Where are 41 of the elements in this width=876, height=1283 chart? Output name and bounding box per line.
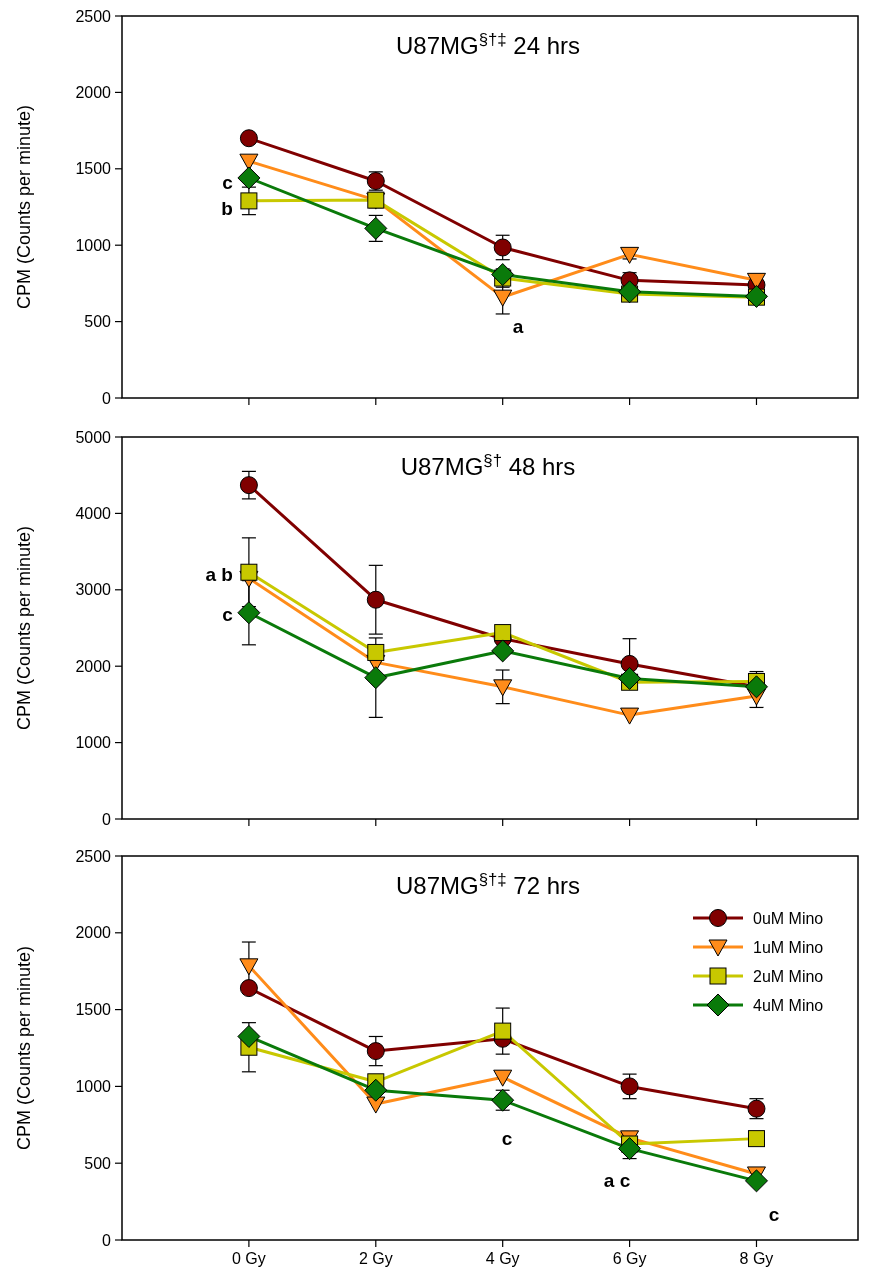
y-tick-label: 4000: [75, 505, 112, 522]
legend-label: 2uM Mino: [753, 967, 824, 985]
annotation: a: [512, 315, 524, 337]
y-tick-label: 2500: [75, 847, 112, 865]
x-tick-label: 8 Gy: [739, 1250, 774, 1267]
annotation: a c: [603, 1169, 631, 1191]
annotation: c: [768, 1203, 780, 1225]
legend-label: 0uM Mino: [753, 909, 824, 927]
y-tick-label: 500: [84, 1154, 112, 1172]
annotation: b: [221, 198, 233, 220]
text: U87MG$^{§†‡}$ 24 hrs: [395, 29, 581, 59]
y-tick-label: 2000: [75, 657, 112, 675]
y-tick-label: 1000: [75, 236, 112, 254]
y-tick-label: 500: [84, 313, 112, 331]
y-tick-label: 1500: [75, 1001, 112, 1019]
annotation: c: [222, 603, 234, 625]
x-tick-label: 2 Gy: [358, 1250, 393, 1267]
annotation: c: [501, 1127, 513, 1149]
text: U87MG$^{§†‡}$ 72 hrs: [395, 869, 581, 899]
x-tick-label: 4 Gy: [485, 1250, 520, 1267]
x-tick-label: 6 Gy: [612, 1250, 647, 1267]
y-axis-title: CPM (Counts per minute): [14, 104, 34, 310]
legend-label: 1uM Mino: [753, 938, 824, 956]
y-axis-title: CPM (Counts per minute): [14, 525, 34, 731]
text: U87MG$^{§†}$ 48 hrs: [400, 450, 576, 480]
y-tick-label: 2000: [75, 84, 112, 101]
legend-label: 4uM Mino: [753, 996, 824, 1014]
y-axis-title: CPM (Counts per minute): [14, 945, 34, 1151]
annotation: c: [222, 172, 234, 194]
annotation: a b: [205, 564, 233, 586]
y-tick-label: 2000: [75, 924, 112, 942]
y-tick-label: 1000: [75, 1078, 112, 1095]
y-tick-label: 1500: [75, 160, 112, 178]
x-tick-label: 0 Gy: [232, 1250, 266, 1267]
y-tick-label: 2500: [75, 7, 112, 25]
y-tick-label: 0: [102, 1231, 112, 1249]
y-tick-label: 1000: [75, 734, 112, 752]
y-tick-label: 5000: [75, 428, 112, 446]
y-tick-label: 0: [102, 389, 112, 407]
y-tick-label: 3000: [75, 581, 112, 599]
y-tick-label: 0: [102, 810, 112, 828]
